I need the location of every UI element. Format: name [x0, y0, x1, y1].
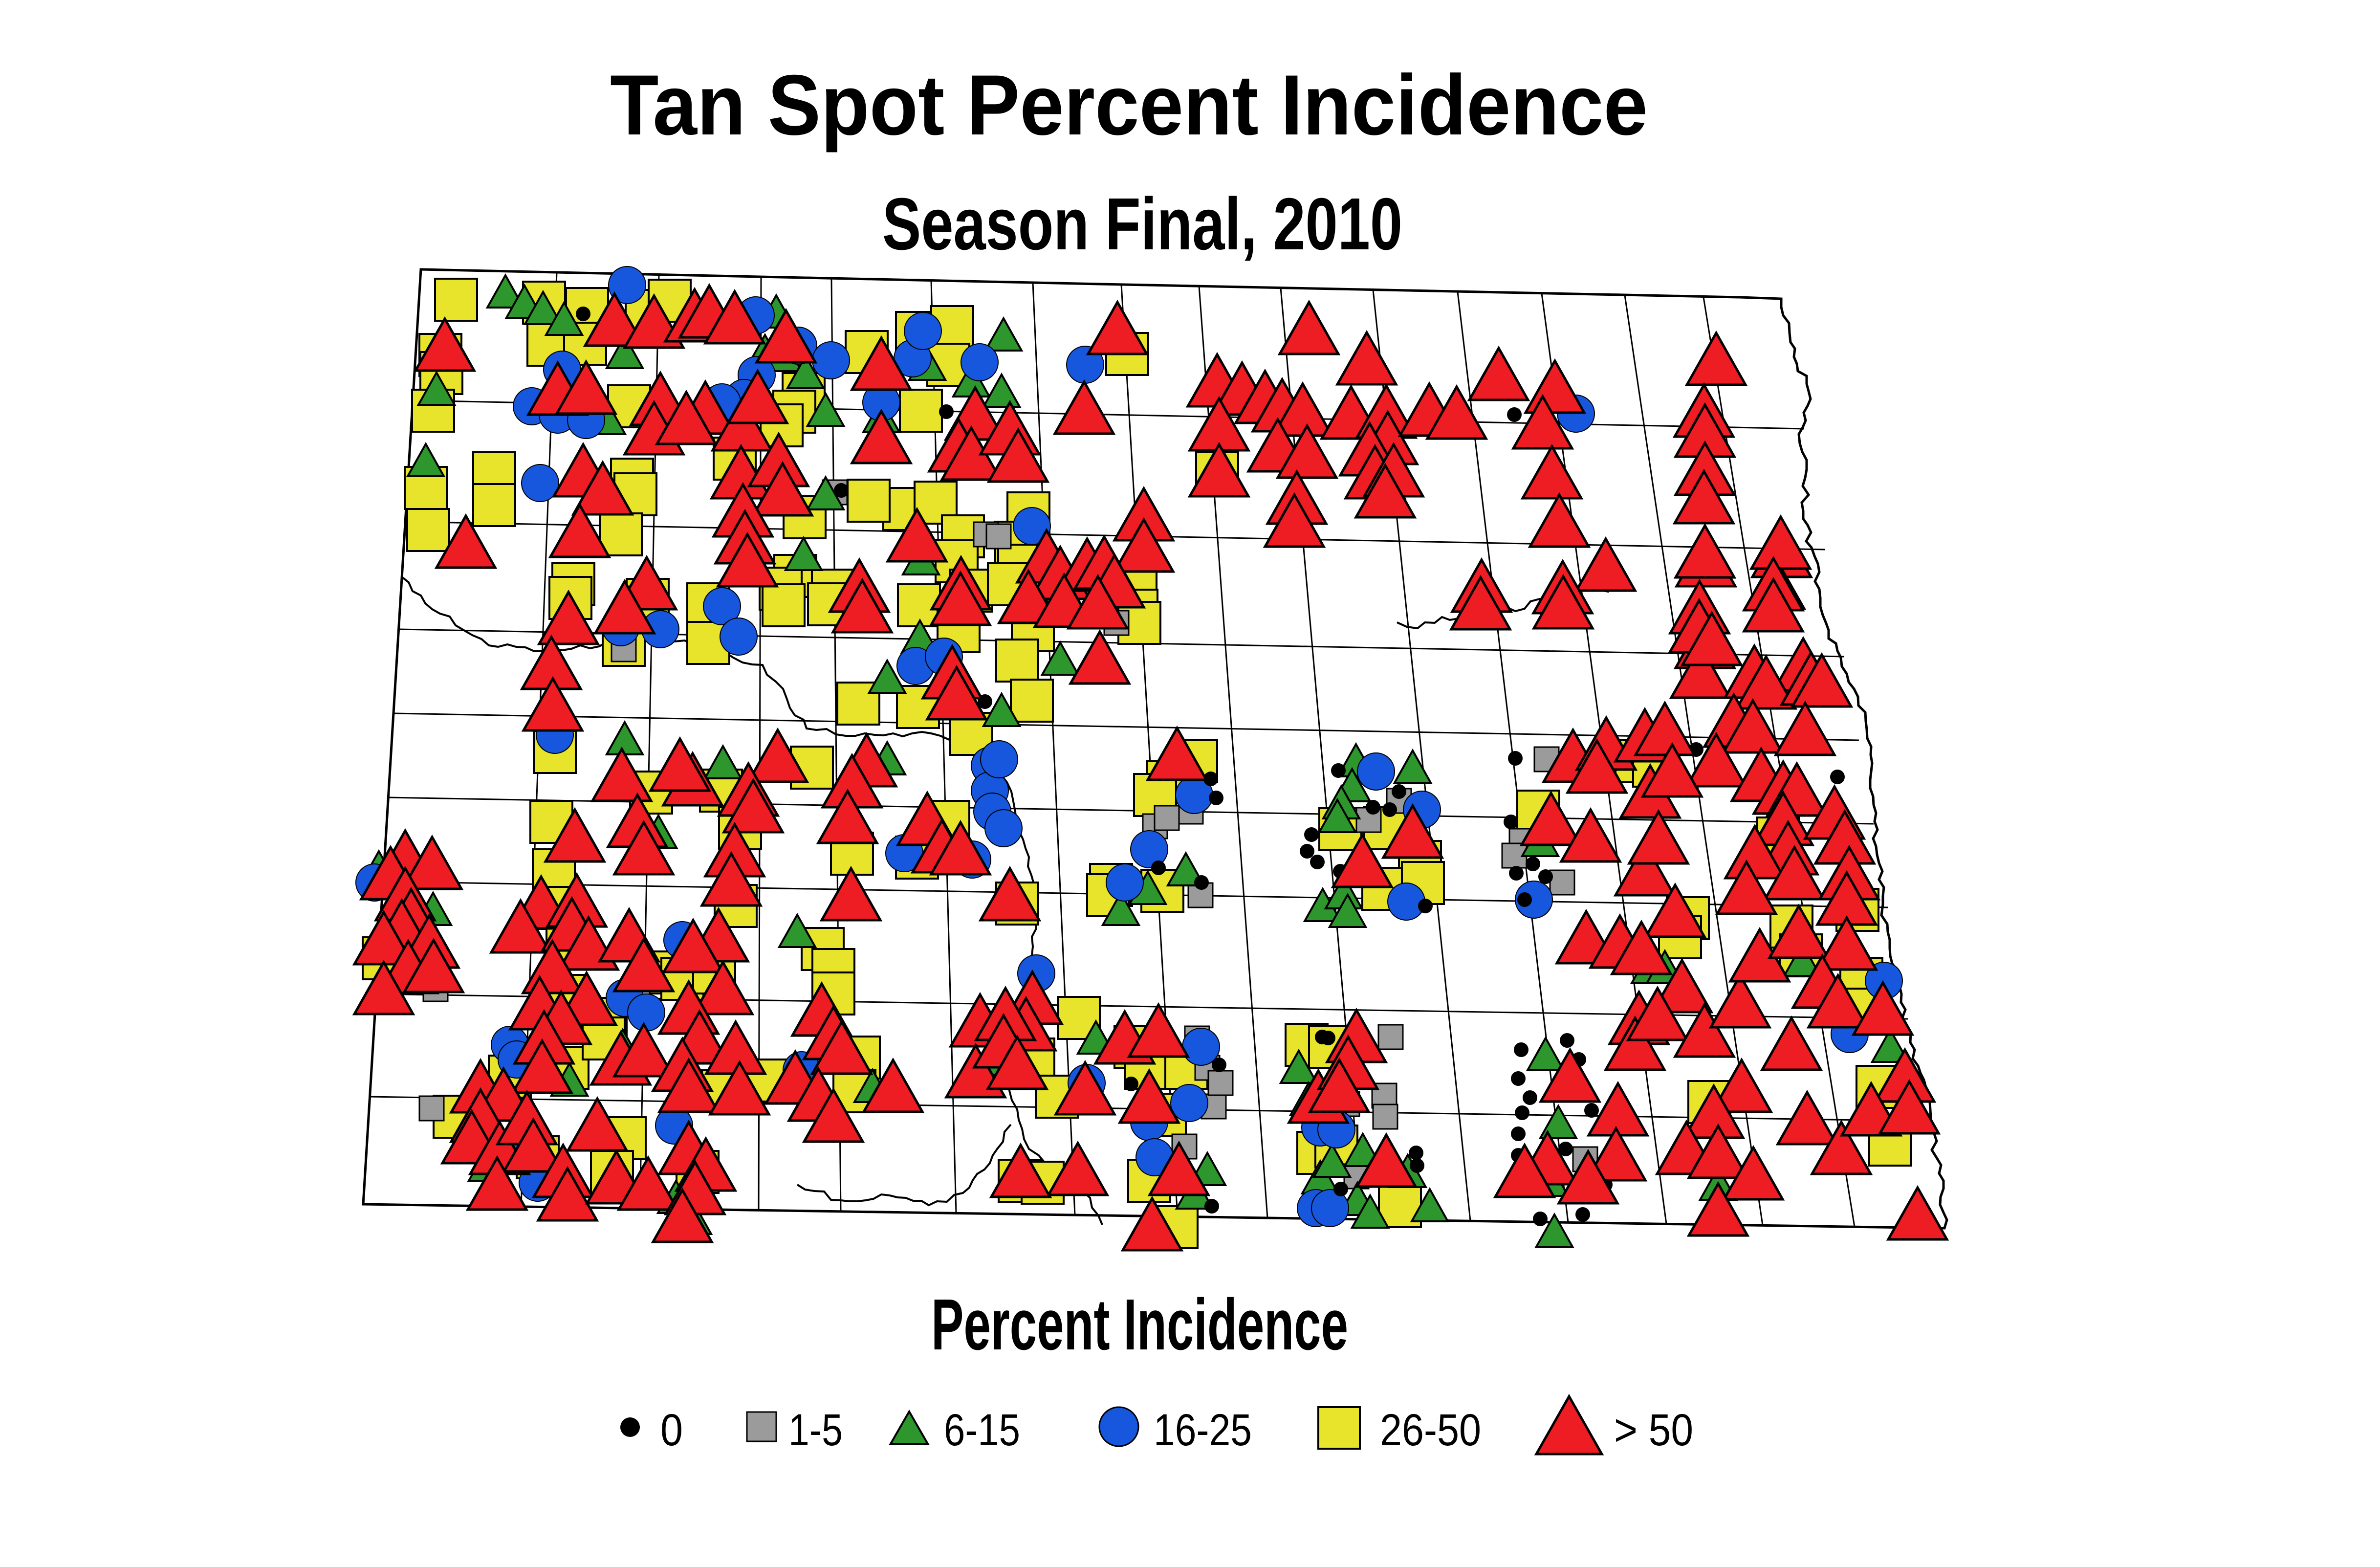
- svg-text:26-50: 26-50: [1380, 1405, 1481, 1455]
- svg-text:> 50: > 50: [1614, 1405, 1693, 1455]
- svg-text:Percent Incidence: Percent Incidence: [931, 1284, 1348, 1365]
- svg-text:1-5: 1-5: [788, 1405, 843, 1455]
- svg-text:0: 0: [660, 1405, 683, 1455]
- svg-text:16-25: 16-25: [1154, 1405, 1252, 1455]
- svg-text:Tan Spot Percent Incidence: Tan Spot Percent Incidence: [610, 58, 1648, 153]
- svg-text:Season Final, 2010: Season Final, 2010: [882, 182, 1402, 265]
- svg-text:6-15: 6-15: [944, 1405, 1020, 1455]
